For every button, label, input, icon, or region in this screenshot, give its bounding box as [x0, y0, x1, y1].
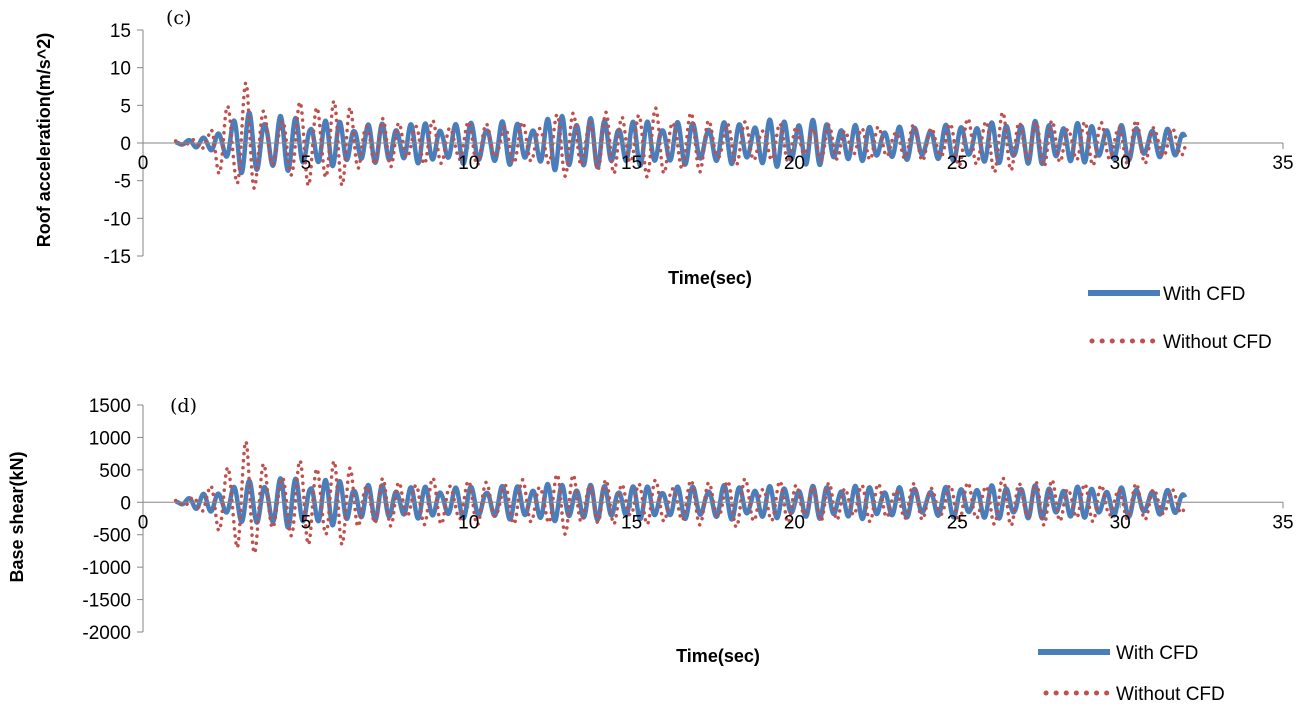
- chart-panel-c: (c) 15 10 5 0 -5 -10 -15 0 5 10 15 20 25 30 35 Time(se…: [34, 7, 1294, 353]
- legend-c: With CFD Without CFD: [1088, 284, 1272, 353]
- line-without-cfd-d: [173, 438, 1187, 556]
- x-tick-label-d-5: 25: [947, 512, 968, 533]
- x-tick-label-c-5: 25: [947, 153, 968, 174]
- x-tick-label-c-1: 5: [301, 153, 312, 174]
- y-tick-label-d-6: -1500: [82, 591, 131, 612]
- y-tick-label-c-3: 0: [120, 134, 131, 155]
- x-tick-label-c-6: 30: [1110, 153, 1131, 174]
- panel-label-c: (c): [166, 7, 191, 29]
- x-tick-label-d-0: 0: [138, 512, 149, 533]
- y-tick-label-d-3: 0: [120, 493, 131, 514]
- y-tick-label-d-4: -500: [93, 526, 131, 547]
- line-with-cfd-d: [173, 476, 1188, 530]
- panel-label-d: (d): [170, 395, 197, 417]
- axes-d: 1500 1000 500 0 -500 -1000 -1500 -2000 0 5 10 15 20 2…: [82, 396, 1293, 644]
- y-tick-label-c-6: -15: [104, 247, 131, 268]
- y-axis-title-d: Base shear(kN): [7, 451, 27, 582]
- y-tick-label-c-0: 15: [110, 21, 131, 42]
- y-tick-label-c-1: 10: [110, 59, 131, 80]
- legend-label-with-cfd-c: With CFD: [1163, 284, 1245, 305]
- x-axis-title-c: Time(sec): [668, 268, 752, 288]
- x-tick-label-c-2: 10: [458, 153, 479, 174]
- y-tick-label-d-7: -2000: [82, 623, 131, 644]
- x-tick-label-c-7: 35: [1272, 153, 1293, 174]
- x-tick-label-d-7: 35: [1272, 512, 1293, 533]
- y-tick-label-c-4: -5: [114, 172, 131, 193]
- x-tick-label-d-1: 5: [301, 512, 312, 533]
- x-tick-label-d-3: 15: [621, 512, 642, 533]
- legend-label-without-cfd-c: Without CFD: [1163, 332, 1272, 353]
- line-with-cfd-c: [173, 110, 1188, 176]
- y-tick-label-d-5: -1000: [82, 558, 131, 579]
- y-tick-label-c-2: 5: [120, 96, 131, 117]
- x-tick-label-c-4: 20: [784, 153, 805, 174]
- y-tick-label-d-1: 1000: [89, 428, 131, 449]
- x-tick-label-d-6: 30: [1110, 512, 1131, 533]
- legend-label-with-cfd-d: With CFD: [1116, 643, 1198, 664]
- axes-c: 15 10 5 0 -5 -10 -15 0 5 10 15 20 25 30 35: [104, 21, 1294, 268]
- series-without-cfd-d: [173, 438, 1187, 556]
- x-axis-title-d: Time(sec): [676, 646, 760, 666]
- legend-label-without-cfd-d: Without CFD: [1116, 684, 1225, 705]
- legend-d: With CFD Without CFD: [1038, 643, 1225, 705]
- x-tick-label-d-2: 10: [458, 512, 479, 533]
- series-with-cfd-d: [173, 476, 1188, 530]
- y-tick-label-c-5: -10: [104, 209, 131, 230]
- x-tick-label-c-0: 0: [138, 153, 149, 174]
- x-tick-label-c-3: 15: [621, 153, 642, 174]
- y-tick-label-d-2: 500: [99, 461, 131, 482]
- y-tick-label-d-0: 1500: [89, 396, 131, 417]
- series-with-cfd-c: [173, 110, 1188, 176]
- y-axis-title-c: Roof acceleration(m/s^2): [34, 33, 54, 248]
- x-tick-label-d-4: 20: [784, 512, 805, 533]
